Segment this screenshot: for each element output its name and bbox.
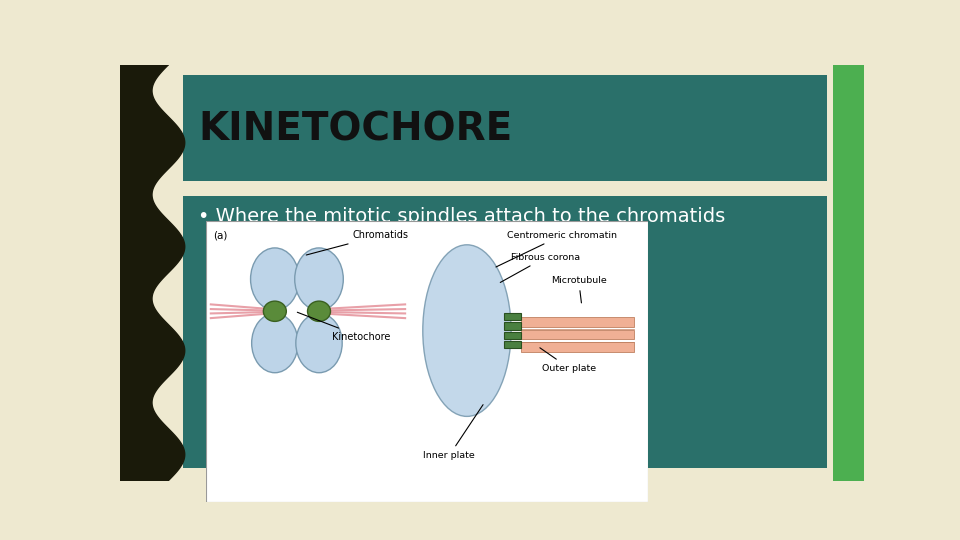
Text: Chromatids: Chromatids <box>306 231 408 255</box>
FancyBboxPatch shape <box>505 322 521 329</box>
Ellipse shape <box>252 313 298 373</box>
FancyBboxPatch shape <box>521 342 634 352</box>
Ellipse shape <box>263 301 286 321</box>
FancyBboxPatch shape <box>521 330 634 339</box>
Text: Inner plate: Inner plate <box>423 404 483 460</box>
Text: Outer plate: Outer plate <box>540 348 596 373</box>
Text: • Where the mitotic spindles attach to the chromatids: • Where the mitotic spindles attach to t… <box>198 207 726 226</box>
Text: KINETOCHORE: KINETOCHORE <box>198 110 513 148</box>
Text: Fibrous corona: Fibrous corona <box>500 253 580 282</box>
FancyBboxPatch shape <box>206 221 648 502</box>
Text: Kinetochore: Kinetochore <box>298 312 391 342</box>
Text: Microtubule: Microtubule <box>551 276 607 303</box>
FancyBboxPatch shape <box>832 65 864 481</box>
Ellipse shape <box>295 248 344 310</box>
FancyBboxPatch shape <box>521 318 634 327</box>
Ellipse shape <box>296 313 342 373</box>
Polygon shape <box>120 65 184 481</box>
FancyBboxPatch shape <box>183 196 827 468</box>
Ellipse shape <box>307 301 330 321</box>
FancyBboxPatch shape <box>505 332 521 339</box>
FancyBboxPatch shape <box>505 313 521 320</box>
FancyBboxPatch shape <box>505 341 521 348</box>
Ellipse shape <box>422 245 511 416</box>
Ellipse shape <box>251 248 300 310</box>
Text: (a): (a) <box>213 231 228 241</box>
FancyBboxPatch shape <box>183 75 827 181</box>
Text: Centromeric chromatin: Centromeric chromatin <box>496 231 616 267</box>
